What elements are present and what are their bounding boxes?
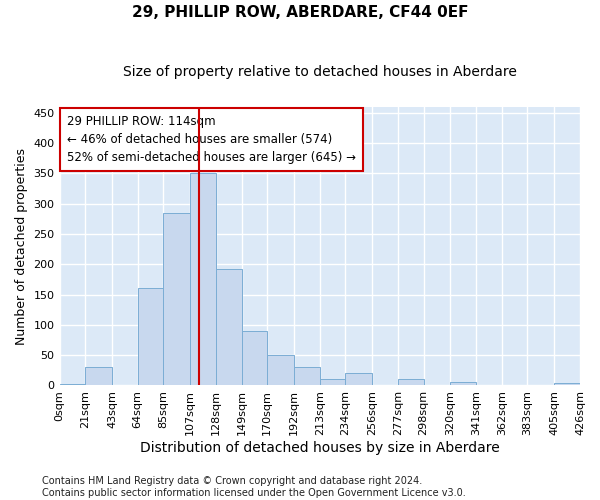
Y-axis label: Number of detached properties: Number of detached properties	[15, 148, 28, 344]
Bar	[85, 368, 112, 386]
Title: Size of property relative to detached houses in Aberdare: Size of property relative to detached ho…	[123, 65, 517, 79]
Text: 29 PHILLIP ROW: 114sqm
← 46% of detached houses are smaller (574)
52% of semi-de: 29 PHILLIP ROW: 114sqm ← 46% of detached…	[67, 115, 356, 164]
Bar	[320, 380, 346, 386]
Text: 29, PHILLIP ROW, ABERDARE, CF44 0EF: 29, PHILLIP ROW, ABERDARE, CF44 0EF	[132, 5, 468, 20]
Bar	[163, 212, 190, 386]
Bar	[138, 288, 163, 386]
Bar	[190, 173, 216, 386]
Bar	[398, 380, 424, 386]
X-axis label: Distribution of detached houses by size in Aberdare: Distribution of detached houses by size …	[140, 441, 500, 455]
Bar	[242, 331, 267, 386]
Bar	[554, 383, 580, 386]
Bar	[267, 355, 294, 386]
Bar	[294, 368, 320, 386]
Bar	[346, 374, 373, 386]
Text: Contains HM Land Registry data © Crown copyright and database right 2024.
Contai: Contains HM Land Registry data © Crown c…	[42, 476, 466, 498]
Bar	[59, 384, 85, 386]
Bar	[216, 269, 242, 386]
Bar	[451, 382, 476, 386]
